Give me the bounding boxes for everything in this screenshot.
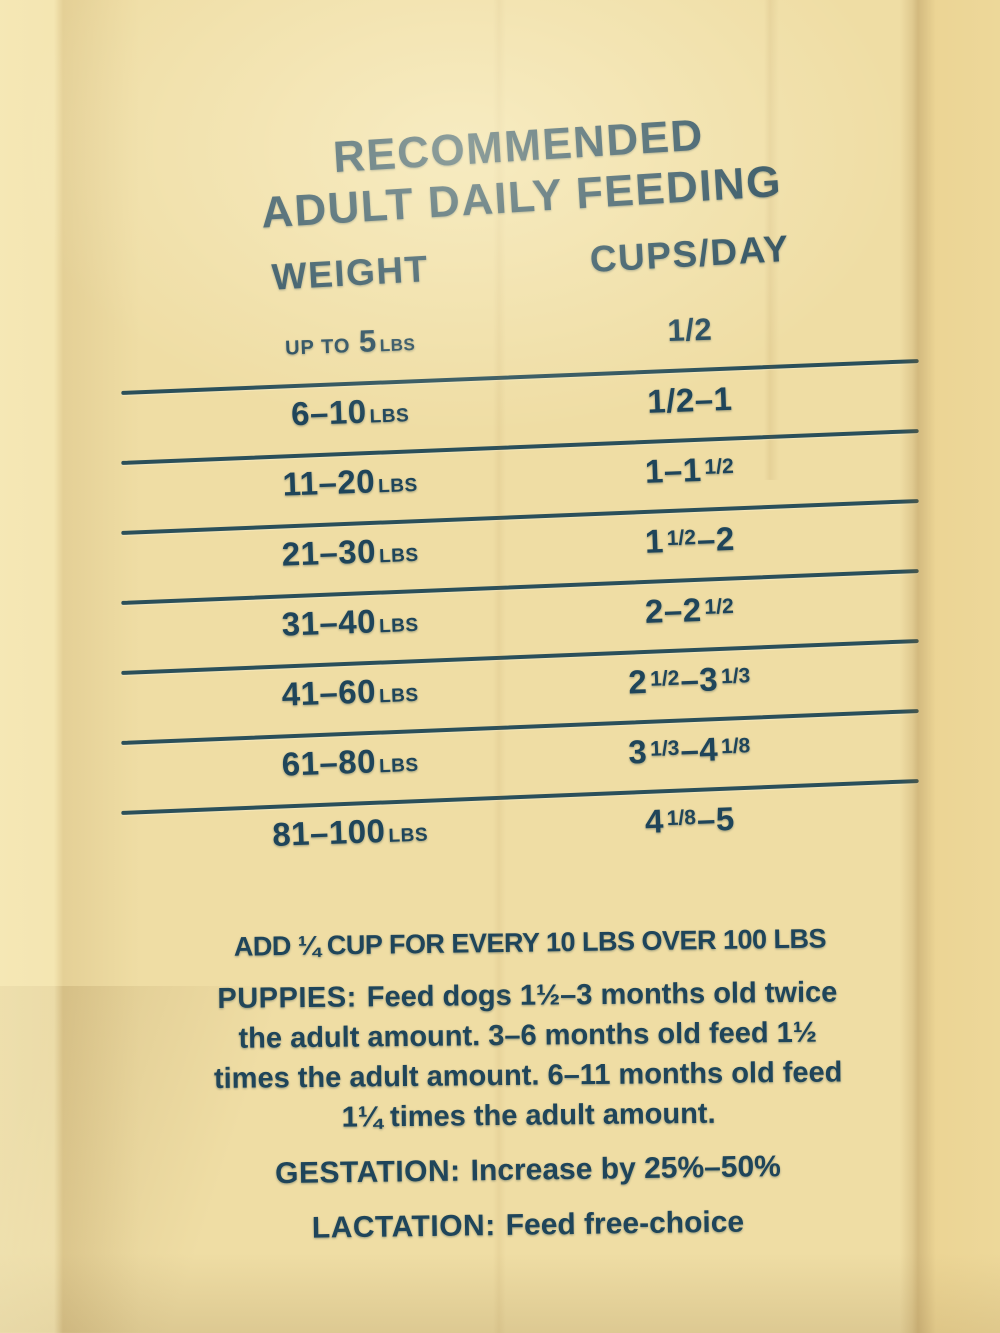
value-text: 11–20 — [281, 462, 376, 503]
value-text: 2 — [627, 662, 648, 701]
cups-cell: 1/2 — [569, 308, 810, 352]
fraction-value: 1/2 — [649, 666, 680, 691]
unit-label: LBS — [379, 334, 416, 356]
value-text: 4 — [644, 802, 665, 840]
unit-label: LBS — [388, 824, 429, 847]
value-text: 5 — [358, 323, 378, 359]
value-text: 21–30 — [281, 532, 377, 573]
unit-label: LBS — [378, 754, 419, 778]
weight-cell: 41–60 LBS — [130, 666, 571, 719]
value-text: UP TO — [284, 335, 358, 360]
value-text: 31–40 — [281, 602, 377, 643]
unit-label: LBS — [378, 544, 419, 568]
unit-label: LBS — [378, 614, 419, 638]
fraction-value: 1/3 — [720, 664, 751, 689]
lactation-label: LACTATION: — [311, 1209, 496, 1245]
value-text: –2 — [696, 519, 736, 559]
value-text: 81–100 — [271, 812, 387, 853]
fraction-value: 1/2 — [666, 526, 697, 551]
lactation-text: Feed free-choice — [505, 1205, 745, 1242]
fraction-value: 1/3 — [649, 736, 680, 761]
fraction-value: 1/8 — [720, 734, 751, 759]
value-text: 1–1 — [644, 450, 703, 490]
value-text: 1 — [644, 522, 665, 560]
value-text: –4 — [679, 730, 719, 769]
cups-cell: 11/2–2 — [569, 517, 810, 563]
unit-label: LBS — [369, 405, 410, 428]
value-text: 3 — [627, 732, 648, 771]
value-text: 1/2 — [666, 311, 713, 349]
cups-cell: 2–21/2 — [569, 587, 810, 633]
weight-cell: 6–10 LBS — [130, 386, 571, 439]
value-text: 41–60 — [281, 672, 377, 713]
gestation-text: Increase by 25%–50% — [470, 1150, 782, 1188]
puppies-note: PUPPIES: Feed dogs 1½–3 months old twice … — [0, 971, 1000, 1141]
value-text: 1/2–1 — [646, 379, 734, 420]
cups-cell: 1–11/2 — [569, 447, 810, 493]
value-text: 6–10 — [290, 392, 368, 433]
cups-cell: 21/2–31/3 — [569, 657, 810, 703]
value-text: –3 — [679, 660, 719, 699]
cups-cell: 1/2–1 — [569, 377, 810, 423]
fraction-value: 1/2 — [704, 594, 735, 619]
fraction-value: 1/2 — [704, 454, 735, 479]
table-rows: UP TO 5 LBS 1/2 6–10 LBS 1/2–1 11–20 LBS 1–11/2 2… — [0, 302, 1000, 862]
gestation-label: GESTATION: — [274, 1154, 461, 1191]
value-text: –5 — [696, 799, 736, 839]
weight-cell: 61–80 LBS — [130, 736, 571, 789]
value-text: 2–2 — [644, 590, 703, 630]
unit-label: LBS — [377, 474, 419, 498]
value-text: 61–80 — [281, 742, 377, 783]
fraction-value: 1/8 — [666, 806, 697, 831]
puppies-label: PUPPIES: — [217, 981, 357, 1015]
weight-cell: 31–40 LBS — [130, 596, 571, 649]
weight-cell: 11–20 LBS — [130, 456, 571, 509]
weight-cell: 81–100 LBS — [130, 806, 571, 859]
cups-cell: 31/3–41/8 — [569, 727, 810, 773]
unit-label: LBS — [378, 684, 419, 708]
weight-cell: 21–30 LBS — [130, 526, 571, 579]
weight-cell: UP TO 5 LBS — [130, 317, 571, 368]
cups-cell: 41/8–5 — [569, 797, 810, 843]
